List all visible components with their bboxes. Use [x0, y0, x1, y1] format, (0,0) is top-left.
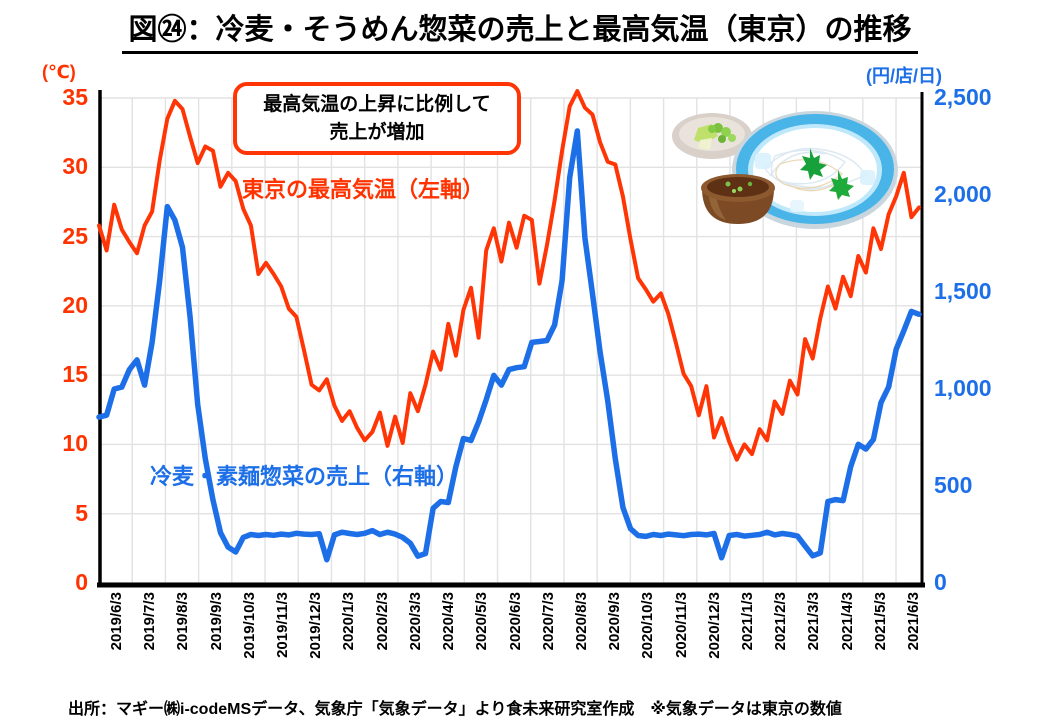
- page-title: 図㉔：冷麦・そうめん惣菜の売上と最高気温（東京）の推移: [122, 6, 918, 54]
- x-axis-tick: 2019/11/3: [274, 592, 292, 658]
- right-axis-unit-label: (円/店/日): [866, 66, 942, 86]
- x-axis-tick: 2019/6/3: [108, 592, 125, 651]
- x-axis-tick: 2019/8/3: [174, 592, 192, 651]
- x-axis-tick: 2021/5/3: [871, 592, 889, 651]
- x-axis-tick: 2020/6/3: [506, 592, 524, 651]
- y-axis-left-tick: 10: [62, 430, 88, 457]
- x-axis-tick: 2020/5/3: [473, 592, 491, 651]
- y-axis-left-tick: 20: [62, 291, 88, 318]
- x-axis-tick: 2019/7/3: [141, 592, 159, 651]
- y-axis-right-tick: 0: [934, 569, 947, 595]
- annotation-line2: 売上が増加: [329, 121, 425, 143]
- y-axis-left-tick: 35: [62, 84, 88, 110]
- x-axis-tick: 2020/12/3: [705, 592, 723, 659]
- x-axis-tick: 2019/10/3: [240, 592, 258, 659]
- source-note: 出所：マギー㈱i-codeMSデータ、気象庁「気象データ」より食未来研究室作成 …: [68, 701, 842, 718]
- sales-series-label: 冷麦・素麺惣菜の売上（右軸）: [150, 464, 459, 489]
- left-axis-unit-label: (℃): [42, 62, 76, 82]
- y-axis-right-tick: 2,000: [934, 181, 992, 207]
- x-axis-tick: 2021/1/3: [738, 592, 756, 651]
- x-axis-tick: 2020/8/3: [572, 592, 590, 651]
- x-axis-tick: 2019/9/3: [207, 592, 225, 651]
- x-axis-tick: 2021/4/3: [838, 592, 856, 651]
- axis-lines: [97, 90, 925, 588]
- x-axis-tick: 2020/4/3: [440, 592, 458, 651]
- sales-line: [96, 128, 922, 563]
- y-axis-left-tick: 5: [75, 499, 88, 526]
- y-axis-right-tick: 2,500: [934, 84, 992, 110]
- x-axis-tick: 2021/3/3: [805, 592, 823, 651]
- x-axis-tick: 2019/12/3: [307, 592, 325, 659]
- y-axis-left-tick: 25: [62, 222, 88, 249]
- title-bar: 図㉔：冷麦・そうめん惣菜の売上と最高気温（東京）の推移: [0, 6, 1040, 54]
- annotation-line1: 最高気温の上昇に比例して: [263, 94, 491, 115]
- x-axis-tick: 2020/2/3: [373, 592, 391, 651]
- y-axis-left-tick: 30: [62, 153, 88, 180]
- x-axis-tick: 2020/1/3: [340, 592, 358, 651]
- sauce-cup-icon: [701, 174, 775, 224]
- x-axis-tick: 2020/11/3: [672, 592, 690, 658]
- x-axis-tick: 2021/2/3: [772, 592, 790, 651]
- y-axis-right-tick: 1,500: [934, 278, 992, 304]
- x-axis-tick: 2020/10/3: [639, 592, 657, 659]
- y-axis-right-tick: 1,000: [934, 375, 992, 401]
- somen-dish-illustration: [672, 111, 898, 229]
- condiment-plate-icon: [672, 113, 752, 159]
- x-axis-tick: 2020/3/3: [406, 592, 424, 651]
- x-axis-tick: 2021/6/3: [905, 592, 923, 651]
- temperature-series-label: 東京の最高気温（左軸）: [242, 177, 485, 202]
- y-axis-left-tick: 0: [75, 569, 88, 595]
- y-axis-right-tick: 500: [934, 472, 973, 498]
- y-axis-left-tick: 15: [62, 361, 88, 388]
- x-axis-tick: 2020/7/3: [539, 592, 557, 651]
- noodle-plate-icon: [732, 111, 898, 229]
- x-axis-tick: 2020/9/3: [606, 592, 624, 651]
- temperature-line: [97, 89, 921, 462]
- annotation-callout: 最高気温の上昇に比例して 売上が増加: [233, 82, 521, 156]
